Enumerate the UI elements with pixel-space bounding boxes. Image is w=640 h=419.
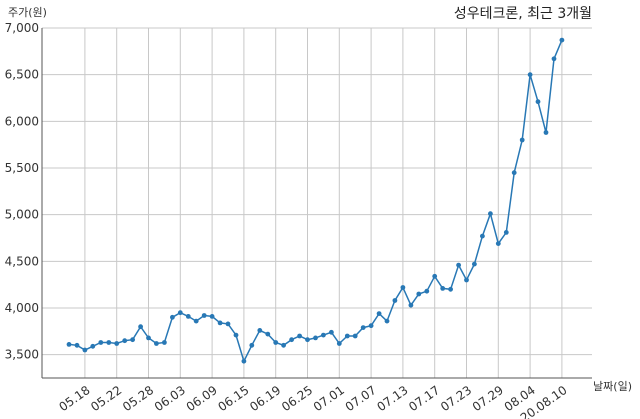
- price-point: [217, 320, 223, 326]
- price-point: [170, 314, 175, 320]
- price-point: [66, 342, 72, 347]
- price-series-line: [68, 39, 563, 364]
- price-points: [66, 37, 565, 364]
- price-point: [98, 340, 104, 345]
- price-point: [329, 329, 334, 335]
- y-tick-label: 4,000: [5, 301, 39, 315]
- x-tick-label: 07.07: [343, 383, 379, 414]
- price-point: [138, 324, 144, 330]
- price-point: [448, 286, 453, 292]
- price-point: [313, 335, 318, 341]
- x-axis-label: 날짜(일): [593, 379, 632, 393]
- price-point: [273, 340, 279, 345]
- price-point: [336, 341, 342, 346]
- price-point: [201, 313, 207, 318]
- x-tick-label: 07.29: [470, 383, 506, 414]
- grid-lines: [42, 27, 592, 378]
- price-point: [185, 314, 191, 319]
- price-point: [360, 325, 366, 330]
- price-point: [162, 340, 167, 345]
- price-point: [551, 56, 557, 62]
- price-point: [392, 298, 398, 303]
- price-point: [559, 37, 565, 43]
- price-point: [281, 342, 286, 348]
- price-point: [488, 211, 493, 217]
- price-point: [297, 333, 302, 339]
- price-point: [440, 286, 446, 291]
- x-tick-labels: 05.1805.2205.2806.0306.0906.1506.1906.25…: [56, 383, 569, 419]
- y-tick-label: 5,500: [5, 161, 39, 175]
- price-point: [368, 323, 374, 329]
- price-point: [321, 332, 326, 338]
- price-point: [114, 341, 120, 346]
- price-point: [106, 340, 112, 345]
- price-point: [289, 337, 294, 343]
- price-point: [225, 321, 231, 327]
- y-tick-labels: 3,500 4,000 4,500 5,000 5,500 6,000 6,500 7,000: [5, 21, 39, 362]
- x-tick-label: 06.15: [215, 383, 251, 414]
- price-point: [416, 291, 422, 297]
- price-point: [209, 314, 215, 319]
- y-tick-label: 6,500: [5, 68, 39, 82]
- price-point: [464, 277, 469, 283]
- price-point: [432, 273, 438, 279]
- price-point: [408, 302, 414, 308]
- x-tick-label: 07.23: [438, 383, 474, 414]
- price-point: [90, 343, 96, 349]
- price-point: [424, 288, 430, 294]
- price-point: [122, 338, 128, 344]
- x-tick-label: 05.22: [88, 383, 124, 414]
- x-tick-label: 06.09: [184, 383, 220, 414]
- y-tick-label: 5,000: [5, 208, 39, 222]
- price-point: [352, 333, 358, 339]
- price-point: [384, 318, 390, 324]
- price-point: [456, 262, 461, 268]
- price-point: [249, 342, 255, 348]
- price-point: [265, 331, 271, 337]
- y-axis-label: 주가(원): [8, 6, 47, 19]
- price-point: [82, 347, 88, 353]
- x-tick-label: 07.13: [374, 383, 410, 414]
- price-point: [472, 261, 477, 267]
- price-point: [257, 328, 263, 333]
- price-point: [344, 333, 350, 339]
- price-point: [376, 311, 382, 316]
- chart-title: 성우테크론, 최근 3개월: [454, 6, 592, 22]
- price-point: [146, 335, 151, 341]
- price-point: [400, 285, 406, 290]
- price-point: [233, 332, 239, 338]
- y-tick-label: 7,000: [5, 21, 39, 35]
- price-point: [193, 318, 199, 324]
- price-point: [480, 233, 485, 239]
- price-point: [154, 341, 159, 346]
- price-point: [511, 170, 517, 176]
- x-tick-label: 05.18: [56, 383, 92, 414]
- x-tick-label: 06.25: [279, 383, 315, 414]
- price-point: [519, 137, 525, 143]
- y-tick-label: 3,500: [5, 348, 39, 362]
- price-point: [503, 230, 509, 235]
- price-point: [130, 337, 136, 343]
- axes: [41, 28, 592, 379]
- x-tick-label: 06.03: [152, 383, 188, 414]
- x-tick-label: 05.28: [120, 383, 156, 414]
- price-point: [74, 342, 80, 348]
- y-tick-label: 4,500: [5, 254, 39, 268]
- price-point: [305, 337, 310, 343]
- x-tick-label: 07.01: [311, 383, 347, 414]
- x-tick-label: 06.19: [247, 383, 283, 414]
- price-point: [535, 99, 541, 105]
- y-tick-label: 6,000: [5, 114, 39, 128]
- price-point: [543, 130, 549, 135]
- price-point: [495, 241, 501, 247]
- price-point: [177, 310, 183, 316]
- price-point: [527, 72, 533, 78]
- price-point: [241, 358, 247, 364]
- x-tick-label: 07.17: [406, 383, 442, 414]
